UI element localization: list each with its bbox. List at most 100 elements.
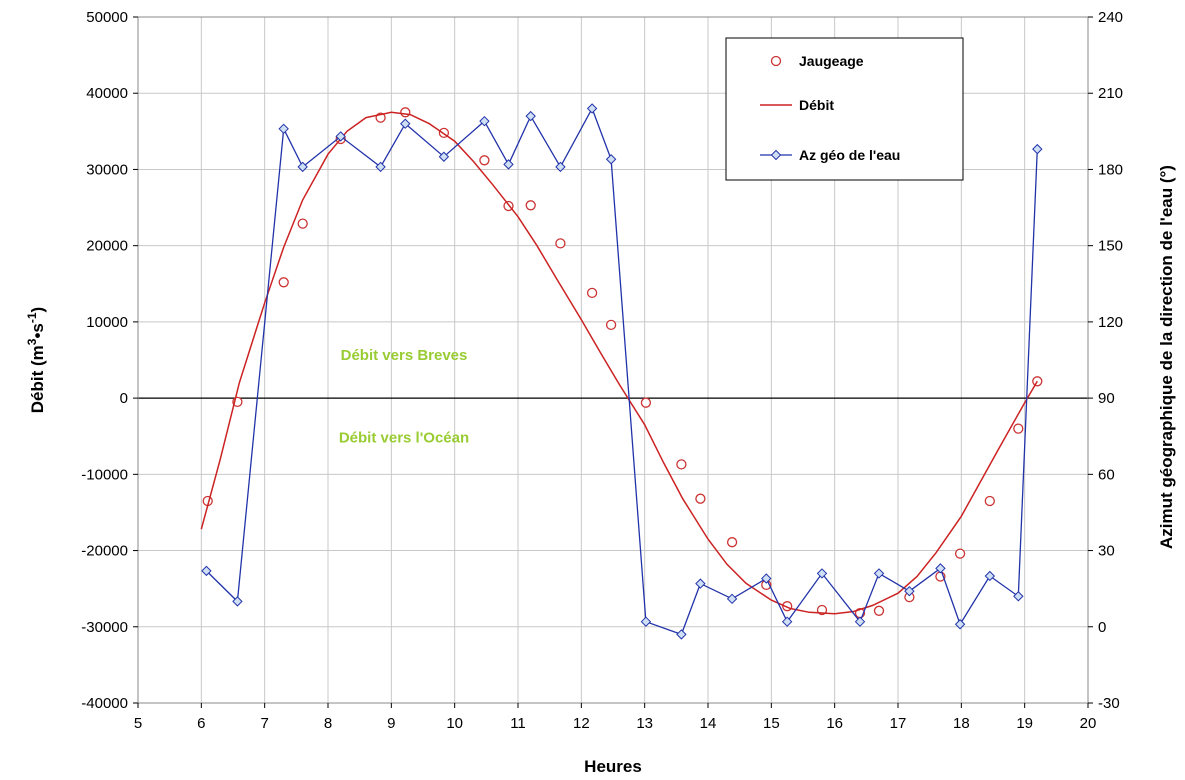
series-2-point — [761, 573, 772, 584]
y2-tick-label: 0 — [1098, 619, 1106, 636]
annotations: Débit vers Breves Débit vers l'Océan — [339, 347, 469, 446]
x-axis-ticks: 5 6 7 8 9 10 11 12 13 14 15 16 17 18 19 20 — [134, 703, 1097, 732]
y2-tick-label: 60 — [1098, 466, 1115, 483]
annotation-label: Débit vers l'Océan — [339, 429, 469, 446]
series-2-point — [726, 593, 738, 605]
x-tick-label: 10 — [446, 715, 463, 732]
y-axis-title-pre: Débit (m — [28, 345, 47, 413]
y2-axis-ticks: -30 0 30 60 90 120 150 180 210 240 — [1088, 9, 1123, 712]
legend-marker-jaugeage — [770, 55, 782, 67]
series-2-point — [503, 159, 514, 170]
y-tick-label: -30000 — [81, 619, 128, 636]
series-2-point — [335, 131, 346, 142]
series-0-point — [954, 548, 966, 559]
y-tick-label: 20000 — [86, 238, 128, 255]
x-tick-label: 15 — [763, 715, 780, 732]
x-tick-label: 8 — [324, 715, 332, 732]
y2-axis-title: Azimut géographique de la direction de l… — [1157, 165, 1176, 549]
y-tick-label: 30000 — [86, 161, 128, 178]
series-0-point — [400, 107, 411, 118]
series-2-point — [297, 161, 308, 173]
series-2-point — [555, 161, 566, 173]
series-2-point — [1013, 591, 1024, 602]
x-axis-title: Heures — [584, 757, 642, 776]
series-2-point — [438, 151, 450, 162]
series-0 — [202, 107, 1043, 619]
series-2-point — [278, 123, 289, 135]
legend: Jaugeage Débit Az géo de l'eau — [725, 37, 964, 181]
series-2-point — [479, 115, 490, 127]
series-2-point — [525, 110, 536, 122]
series-2-point — [375, 161, 386, 173]
series-0-point — [525, 200, 536, 211]
series-2-point — [1032, 143, 1043, 155]
legend-marker-azimut — [770, 149, 782, 161]
y2-tick-label: 210 — [1098, 85, 1123, 102]
y-tick-label: 40000 — [86, 85, 128, 102]
legend-box — [725, 37, 964, 181]
y-tick-label: -20000 — [81, 543, 128, 560]
y-tick-label: -40000 — [81, 695, 128, 712]
x-tick-label: 6 — [197, 715, 205, 732]
y-tick-label: 10000 — [86, 314, 128, 331]
y-axis-title-post: ) — [28, 307, 47, 313]
series-2-point — [935, 563, 946, 574]
y-tick-label: -10000 — [81, 466, 128, 483]
y-axis-title-sup2: -1 — [25, 312, 39, 323]
series-0-point — [586, 287, 598, 299]
x-tick-label: 13 — [636, 715, 653, 732]
x-tick-label: 7 — [260, 715, 268, 732]
series-2-point — [873, 568, 885, 579]
series-2-point — [400, 118, 411, 129]
y-tick-label: 0 — [120, 390, 128, 407]
y2-tick-label: 120 — [1098, 314, 1123, 331]
legend-label-debit: Débit — [799, 97, 834, 113]
annotation-label: Débit vers Breves — [341, 347, 468, 364]
series-0-point — [676, 459, 687, 470]
y-axis-title-mid: •s — [28, 323, 47, 338]
x-tick-label: 19 — [1016, 715, 1033, 732]
legend-label-azimut: Az géo de l'eau — [799, 147, 900, 163]
series-0-point — [1013, 423, 1024, 434]
series-0-point — [640, 397, 652, 408]
series-0-point — [695, 493, 706, 504]
x-tick-label: 20 — [1080, 715, 1097, 732]
y2-tick-label: 150 — [1098, 238, 1123, 255]
y2-tick-label: 30 — [1098, 543, 1115, 560]
series-2-point — [695, 578, 706, 589]
y2-tick-label: 180 — [1098, 161, 1123, 178]
legend-label-jaugeage: Jaugeage — [799, 53, 864, 69]
x-tick-label: 11 — [510, 715, 526, 732]
series-2-point — [640, 616, 652, 627]
y-axis-ticks: -40000 -30000 -20000 -10000 0 10000 20000 30000… — [81, 9, 138, 712]
y-axis-title: Débit (m3•s-1) — [25, 307, 47, 413]
x-tick-label: 5 — [134, 715, 142, 732]
series-2-point — [984, 570, 996, 582]
series-2-point — [676, 629, 687, 640]
x-tick-label: 14 — [700, 715, 717, 732]
series-0-point — [726, 537, 738, 548]
series-0-point — [873, 605, 885, 616]
series-2 — [201, 103, 1043, 640]
series-0-point — [479, 155, 490, 166]
plot-border — [137, 16, 1089, 704]
x-tick-label: 12 — [573, 715, 590, 732]
series-2-point — [904, 585, 915, 597]
series-2-point — [201, 565, 212, 577]
series-group — [200, 103, 1043, 640]
x-tick-label: 9 — [387, 715, 395, 732]
y2-tick-label: 90 — [1098, 390, 1115, 407]
x-tick-label: 16 — [826, 715, 843, 732]
series-2-point — [232, 596, 243, 607]
y-axis-title-sup1: 3 — [25, 338, 39, 345]
y2-tick-label: -30 — [1098, 695, 1120, 712]
y-tick-label: 50000 — [86, 9, 128, 26]
series-0-point — [297, 218, 308, 229]
x-tick-label: 18 — [953, 715, 970, 732]
series-0-point — [605, 319, 617, 331]
series-2-point — [781, 616, 793, 627]
x-tick-label: 17 — [890, 715, 907, 732]
series-0-point — [984, 495, 995, 507]
series-2-point — [816, 568, 828, 579]
